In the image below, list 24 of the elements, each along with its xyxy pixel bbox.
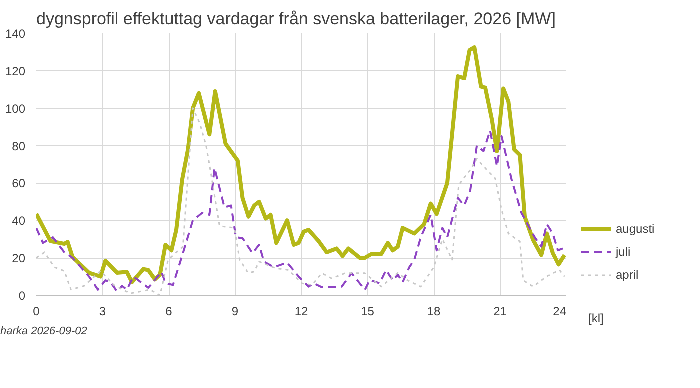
legend-label: april	[616, 268, 639, 282]
y-tick-label: 0	[18, 289, 26, 303]
y-tick-label: 60	[12, 176, 26, 191]
x-tick-label: 9	[232, 304, 239, 318]
x-tick-label: 3	[99, 304, 106, 318]
x-tick-label: 0	[33, 304, 40, 318]
chart-title: dygnsprofil effektuttag vardagar från svenska batterilager, 2026 [MW]	[36, 10, 556, 28]
y-tick-label: 40	[12, 214, 26, 228]
x-tick-label: 24	[553, 304, 567, 318]
x-tick-label: 18	[427, 304, 441, 318]
line-series	[36, 46, 566, 284]
x-tick-label: 6	[166, 304, 173, 318]
x-tick-label: 15	[361, 304, 375, 318]
legend-label: juli	[616, 245, 632, 259]
x-tick-label: 12	[294, 304, 308, 318]
y-tick-label: 140	[5, 27, 26, 41]
y-tick-label: 100	[5, 102, 26, 116]
y-tick-label: 120	[5, 64, 26, 78]
legend-label: augusti	[616, 222, 655, 236]
y-tick-label: 20	[12, 252, 26, 266]
y-tick-label: 80	[12, 139, 26, 154]
x-tick-label: 21	[494, 304, 508, 318]
text: harka 2026-09-02	[0, 326, 88, 338]
x-axis-title: [kl]	[588, 312, 604, 326]
